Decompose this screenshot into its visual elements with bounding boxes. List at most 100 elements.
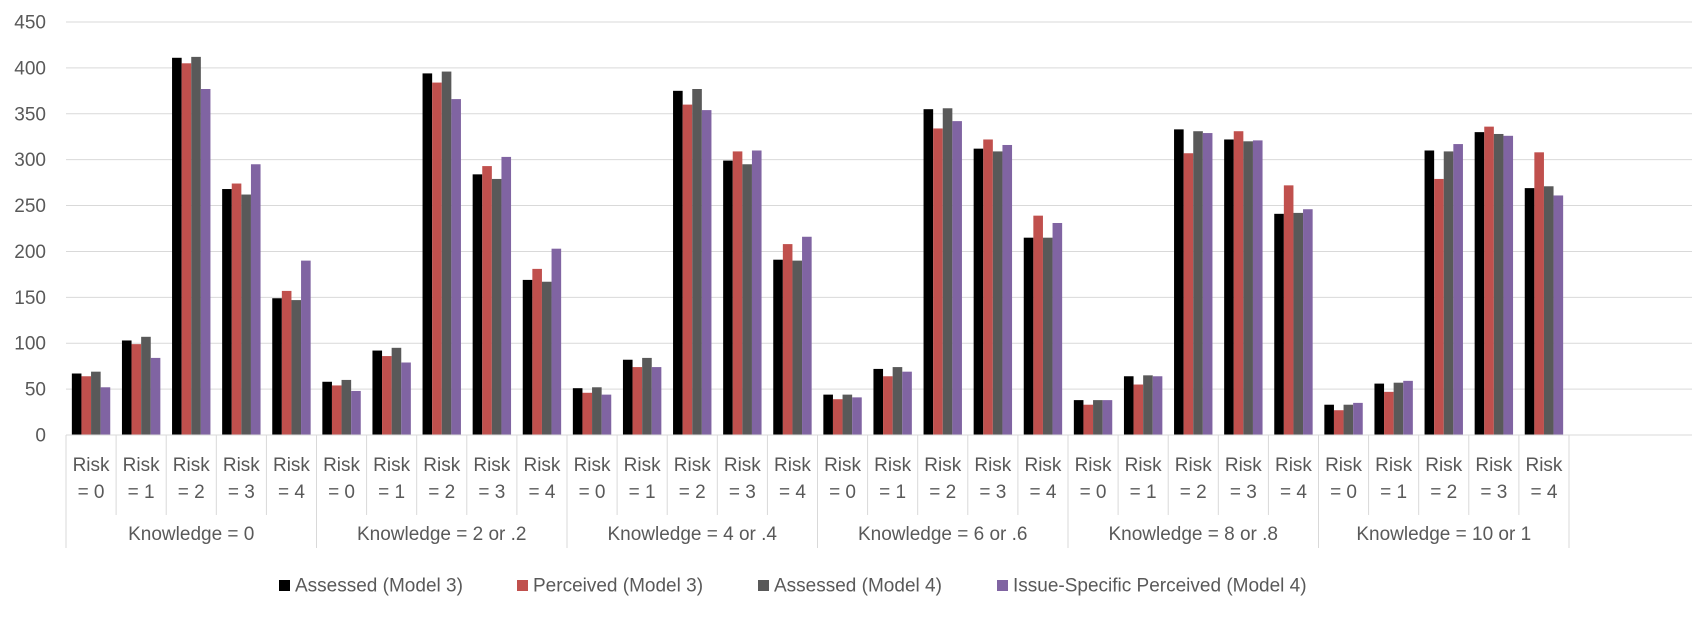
bar [952, 121, 962, 436]
bar [732, 151, 743, 435]
category-label-line2: = 1 [1380, 482, 1407, 503]
bar [1073, 400, 1084, 435]
bar [942, 108, 953, 436]
legend-swatch [517, 580, 528, 591]
bar [1403, 380, 1413, 435]
category-label-line1: Risk [73, 455, 110, 476]
bar [572, 388, 583, 435]
bar [1252, 140, 1263, 435]
bar [1303, 209, 1313, 435]
category-label-line1: Risk [423, 455, 460, 476]
category-label-line1: Risk [523, 455, 560, 476]
bar [701, 110, 712, 436]
category-label-line2: = 4 [779, 482, 806, 503]
category-label-line2: = 2 [1430, 482, 1457, 503]
bar [1343, 404, 1354, 435]
y-tick-label: 200 [14, 242, 46, 263]
bar [1193, 131, 1203, 435]
bar [723, 160, 733, 435]
category-label-line1: Risk [674, 455, 711, 476]
category-label-line1: Risk [1175, 455, 1212, 476]
bar [441, 71, 452, 435]
y-tick-label: 450 [14, 13, 46, 34]
category-label-line2: = 3 [729, 482, 756, 503]
bar [1453, 144, 1463, 435]
bar [200, 89, 211, 435]
bar [883, 376, 893, 435]
bar [472, 174, 483, 435]
legend: Assessed (Model 3) Perceived (Model 3) Ass… [279, 576, 1307, 597]
legend-label: Assessed (Model 4) [774, 576, 942, 597]
bar [501, 156, 512, 435]
bar [541, 281, 552, 435]
bar [272, 298, 282, 435]
bar [301, 260, 311, 435]
bar [1293, 212, 1304, 435]
category-label-line2: = 1 [128, 482, 155, 503]
bar [1183, 153, 1194, 436]
bar [1543, 186, 1554, 435]
bar [1042, 237, 1053, 435]
bar [892, 367, 903, 435]
bar [1102, 400, 1113, 435]
bar [673, 90, 683, 435]
bar [1202, 133, 1213, 436]
bar [692, 89, 702, 435]
bar [802, 236, 812, 435]
bar [651, 367, 662, 435]
bar [1093, 400, 1103, 435]
bar [642, 357, 652, 435]
bar [372, 350, 383, 435]
category-label-line2: = 3 [228, 482, 255, 503]
category-label-line1: Risk [173, 455, 210, 476]
bar [1143, 375, 1153, 435]
category-label-line2: = 0 [78, 482, 105, 503]
bar [250, 164, 261, 435]
bar [842, 394, 853, 435]
bar [322, 381, 332, 435]
category-label-line2: = 4 [278, 482, 305, 503]
bar [1243, 141, 1253, 435]
bar [121, 340, 132, 435]
category-label-line2: = 1 [1130, 482, 1157, 503]
category-label-line2: = 0 [328, 482, 355, 503]
bar [592, 387, 602, 435]
category-label-line1: Risk [323, 455, 360, 476]
bar [341, 379, 352, 435]
category-label-line2: = 0 [579, 482, 606, 503]
bar [1524, 188, 1535, 435]
group-label: Knowledge = 4 or .4 [607, 524, 777, 545]
category-label-line1: Risk [1275, 455, 1312, 476]
bar [1133, 384, 1144, 435]
bar [1434, 178, 1444, 435]
bar [782, 244, 793, 435]
category-label-line1: Risk [1525, 455, 1562, 476]
bar [1083, 404, 1094, 435]
category-label-line1: Risk [924, 455, 961, 476]
category-label-line2: = 4 [1280, 482, 1307, 503]
bar [391, 347, 402, 435]
bar [1553, 195, 1564, 435]
bar [832, 399, 843, 435]
y-tick-label: 400 [14, 58, 46, 79]
bar [1353, 402, 1363, 435]
bar [873, 368, 884, 435]
category-label-line2: = 2 [178, 482, 205, 503]
bar [632, 367, 643, 435]
category-label-line2: = 3 [1480, 482, 1507, 503]
bar [401, 362, 411, 435]
bar [1174, 129, 1184, 435]
category-label-line2: = 1 [629, 482, 656, 503]
bar [601, 394, 612, 435]
category-label-line2: = 2 [1180, 482, 1207, 503]
category-label-line2: = 3 [478, 482, 505, 503]
bar [181, 63, 192, 436]
y-tick-label: 150 [14, 288, 46, 309]
bar [1393, 382, 1404, 435]
bar [522, 279, 533, 435]
y-tick-label: 100 [14, 334, 46, 355]
category-label-line1: Risk [1375, 455, 1412, 476]
category-label-line2: = 4 [528, 482, 555, 503]
bar [973, 148, 984, 435]
